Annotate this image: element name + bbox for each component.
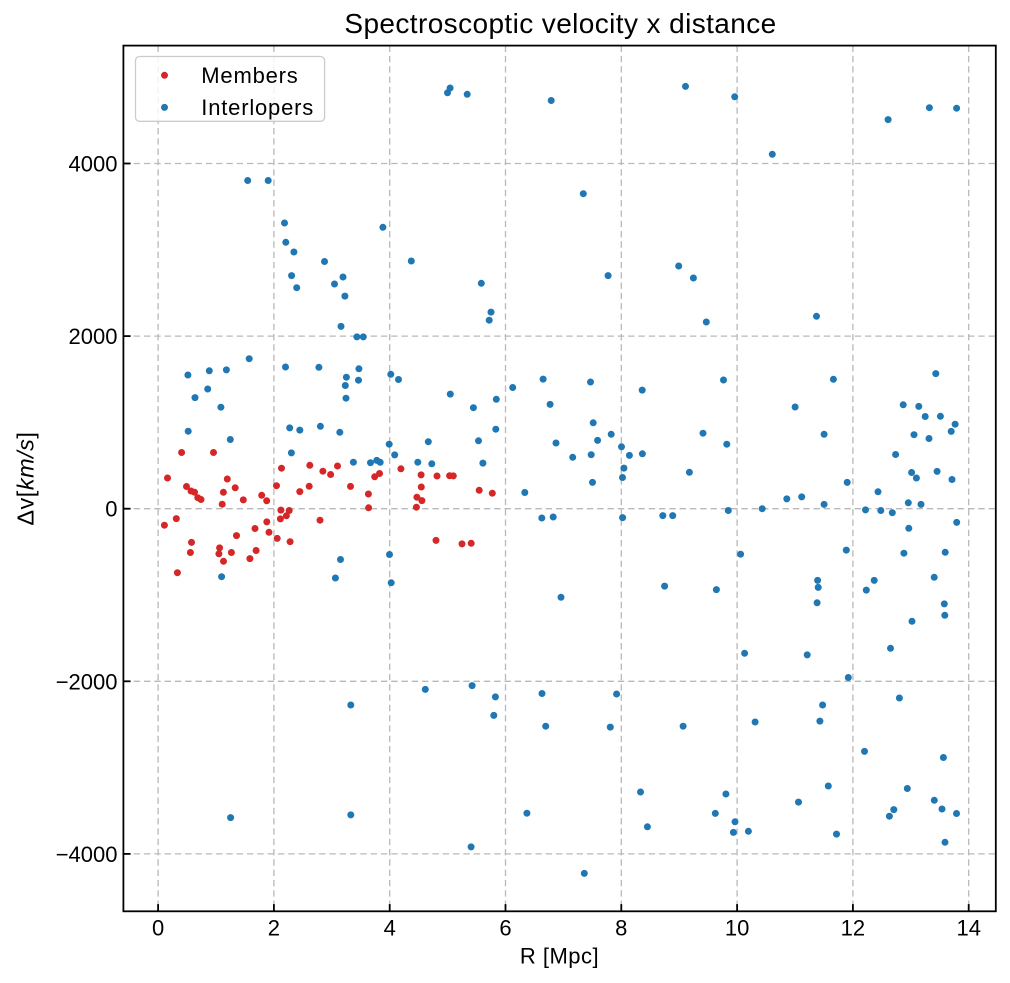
svg-text:8: 8 xyxy=(615,916,627,941)
svg-text:−2000: −2000 xyxy=(56,669,118,694)
svg-text:0: 0 xyxy=(152,916,164,941)
svg-text:Spectroscoptic velocity x dist: Spectroscoptic velocity x distance xyxy=(344,8,776,39)
svg-text:Members: Members xyxy=(201,63,298,88)
svg-text:10: 10 xyxy=(725,916,749,941)
svg-text:−4000: −4000 xyxy=(56,842,118,867)
svg-text:14: 14 xyxy=(956,916,980,941)
svg-text:R [Mpc]: R [Mpc] xyxy=(520,943,599,968)
svg-text:0: 0 xyxy=(105,497,117,522)
svg-text:6: 6 xyxy=(499,916,511,941)
svg-text:2: 2 xyxy=(268,916,280,941)
svg-text:Δv[km/s]: Δv[km/s] xyxy=(13,432,39,526)
svg-text:4000: 4000 xyxy=(69,152,118,177)
svg-text:Interlopers: Interlopers xyxy=(201,95,314,120)
svg-text:4: 4 xyxy=(384,916,396,941)
svg-text:2000: 2000 xyxy=(69,324,118,349)
svg-text:12: 12 xyxy=(841,916,865,941)
